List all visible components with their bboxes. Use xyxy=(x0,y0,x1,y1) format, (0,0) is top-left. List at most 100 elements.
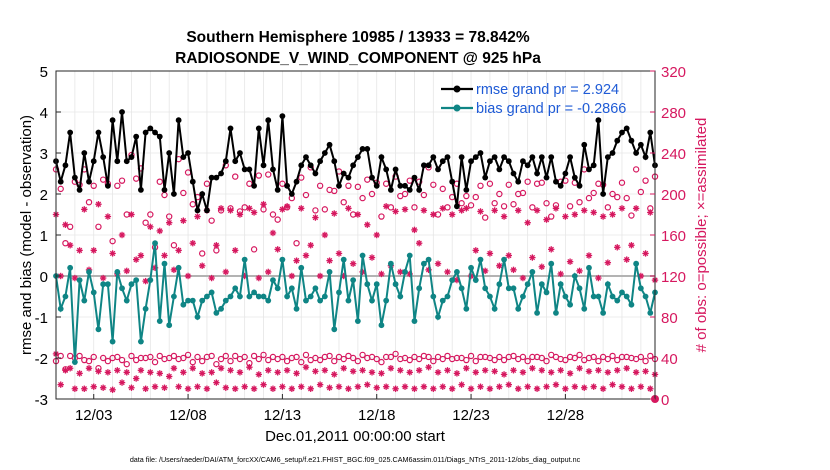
rmse-point xyxy=(161,187,168,193)
bias-point xyxy=(387,260,394,267)
rmse-point xyxy=(416,187,423,193)
bias-point xyxy=(477,256,484,263)
assimilated-marker xyxy=(180,217,187,224)
possible_low-marker xyxy=(378,358,385,366)
assimilated_low-marker xyxy=(477,383,484,390)
right-tick-label: 120 xyxy=(661,269,686,286)
assimilated_low-marker xyxy=(114,367,121,374)
assimilated_low-marker xyxy=(236,369,244,376)
bias-point xyxy=(543,289,550,296)
rmse-point xyxy=(369,174,375,181)
assimilated-marker xyxy=(463,205,470,212)
bias-point xyxy=(260,293,267,300)
assimilated_low-marker xyxy=(515,385,522,392)
possible-marker xyxy=(241,204,248,211)
assimilated-marker xyxy=(104,213,112,220)
assimilated_low-marker xyxy=(232,385,239,392)
bias-point xyxy=(303,297,309,304)
rmse-point xyxy=(609,150,616,156)
assimilated_low-marker xyxy=(467,385,475,392)
bias-point xyxy=(548,260,555,267)
assimilated-marker xyxy=(647,209,654,216)
assimilated_low-marker xyxy=(76,370,83,377)
assimilated_low-marker xyxy=(425,364,432,371)
right-tick-label: 320 xyxy=(661,64,686,81)
rmse-point xyxy=(543,174,550,181)
rmse-point xyxy=(364,146,371,152)
possible-marker xyxy=(255,172,263,179)
assimilated_low-marker xyxy=(255,371,263,378)
bias-point xyxy=(312,285,319,292)
assimilated-marker xyxy=(76,247,83,254)
possible-marker xyxy=(95,223,102,230)
rmse-point xyxy=(590,162,597,169)
assimilated_low-marker xyxy=(387,365,395,372)
assimilated-marker xyxy=(434,260,442,267)
bias-point xyxy=(180,301,187,308)
rmse-point xyxy=(392,166,399,173)
bias-point xyxy=(147,277,154,283)
assimilated_low-marker xyxy=(571,383,579,390)
rmse-point xyxy=(548,154,555,161)
assimilated-marker xyxy=(161,252,168,259)
possible_low-marker xyxy=(491,356,498,364)
assimilated-marker xyxy=(331,210,338,217)
bias-point xyxy=(576,285,583,292)
rmse-point xyxy=(284,182,291,189)
possible-marker xyxy=(538,179,546,186)
rmse-point xyxy=(567,154,574,161)
assimilated_low-marker xyxy=(340,365,347,372)
assimilated-marker xyxy=(571,211,579,218)
rmse-point xyxy=(171,191,177,197)
assimilated-marker xyxy=(274,246,281,253)
assimilated-marker xyxy=(510,266,517,274)
assimilated_low-marker xyxy=(66,365,74,372)
possible_low-marker xyxy=(194,353,201,361)
bias-point xyxy=(435,314,441,320)
assimilated_low-marker xyxy=(510,367,517,374)
possible-marker xyxy=(430,181,437,188)
assimilated_low-marker xyxy=(604,369,612,376)
bias-point xyxy=(307,293,314,300)
assimilated-marker xyxy=(208,274,215,282)
assimilated_low-marker xyxy=(71,385,79,392)
assimilated_low-marker xyxy=(500,371,508,378)
rmse-point xyxy=(137,187,144,193)
bias-point xyxy=(95,326,102,333)
bias-point xyxy=(505,285,512,292)
assimilated-marker xyxy=(232,247,239,254)
rmse-point xyxy=(331,158,338,165)
rmse-point xyxy=(557,182,564,189)
rmse-point xyxy=(411,174,418,181)
assimilated-marker xyxy=(321,231,329,239)
possible-marker xyxy=(170,242,178,249)
assimilated_low-marker xyxy=(599,385,607,392)
possible-marker xyxy=(444,204,451,211)
bias-point xyxy=(185,297,191,304)
assimilated-marker xyxy=(95,201,102,208)
assimilated-marker xyxy=(199,262,206,269)
assimilated-marker xyxy=(109,250,116,257)
rmse-point xyxy=(487,158,493,165)
bias-point xyxy=(420,260,427,267)
assimilated_low-marker xyxy=(269,385,277,392)
rmse-point xyxy=(520,158,526,165)
bias-point xyxy=(265,297,272,304)
assimilated-marker xyxy=(609,211,616,218)
assimilated_low-marker xyxy=(345,385,352,392)
possible-marker xyxy=(496,190,503,198)
bias-point xyxy=(609,293,616,300)
left-axis: -3 -2 -1 0 1 2 3 4 5 xyxy=(35,64,61,409)
right-tick-label: 280 xyxy=(661,105,686,122)
possible_low-marker xyxy=(510,352,517,360)
rmse-point xyxy=(317,158,324,165)
possible-marker xyxy=(312,207,319,214)
bias-point xyxy=(279,256,286,263)
possible-marker xyxy=(354,183,362,191)
bias-point xyxy=(619,289,625,296)
assimilated-marker xyxy=(345,205,352,212)
possible-marker xyxy=(156,178,163,185)
left-tick-label: 1 xyxy=(40,228,48,245)
assimilated_low-marker xyxy=(543,383,550,390)
x-tick-label: 12/08 xyxy=(169,407,207,424)
